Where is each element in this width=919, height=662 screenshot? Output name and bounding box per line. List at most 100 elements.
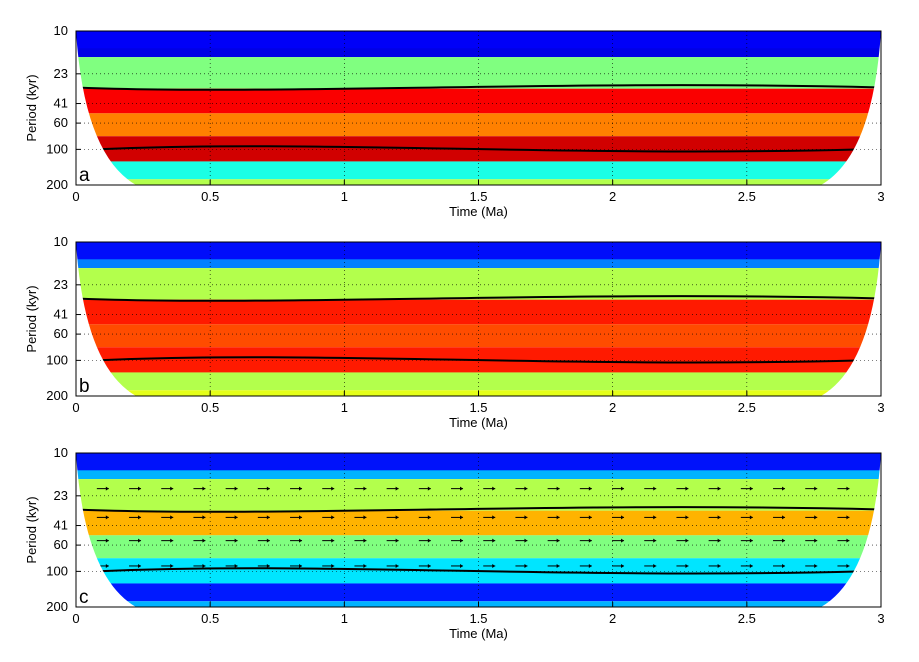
phase-arrow-head xyxy=(492,486,496,491)
phase-arrow-head xyxy=(363,515,367,520)
phase-arrow-head xyxy=(814,486,818,491)
phase-arrow-head xyxy=(170,486,174,491)
phase-arrow-head xyxy=(717,515,721,520)
phase-arrow-head xyxy=(299,486,303,491)
phase-arrow-head xyxy=(717,563,721,568)
phase-arrow-head xyxy=(266,538,270,543)
phase-arrow-head xyxy=(395,515,399,520)
phase-arrow-head xyxy=(749,486,753,491)
phase-arrow-head xyxy=(266,486,270,491)
phase-arrow-head xyxy=(331,515,335,520)
phase-arrow-head xyxy=(685,563,689,568)
cone-of-influence-left xyxy=(76,31,136,185)
phase-arrow-head xyxy=(363,486,367,491)
panel-b: 10 23 41 60 100 200 0 0.5 1 1.5 2 2.5 3 Time (Ma) Peri… xyxy=(24,234,885,430)
x-tick-label: 1.5 xyxy=(469,400,487,415)
x-tick-label: 1.5 xyxy=(469,611,487,626)
x-tick-label: 2.5 xyxy=(738,189,756,204)
phase-arrow-head xyxy=(782,538,786,543)
x-tick-label: 1 xyxy=(341,189,348,204)
panel-label: c xyxy=(79,587,89,608)
x-axis-title: Time (Ma) xyxy=(449,204,508,219)
phase-arrow-head xyxy=(492,515,496,520)
x-tick-label: 1 xyxy=(341,611,348,626)
phase-arrow-head xyxy=(363,538,367,543)
x-tick-label: 0 xyxy=(72,400,79,415)
phase-arrow-head xyxy=(492,538,496,543)
phase-arrow-head xyxy=(524,486,528,491)
phase-arrow-head xyxy=(299,515,303,520)
x-tick-label: 0.5 xyxy=(201,189,219,204)
y-tick-label: 200 xyxy=(46,388,68,403)
x-tick-label: 2 xyxy=(609,400,616,415)
phase-arrow-head xyxy=(331,486,335,491)
phase-arrow-head xyxy=(814,515,818,520)
cone-of-influence-left xyxy=(76,453,136,607)
panel-label: a xyxy=(79,165,90,186)
power-band xyxy=(76,535,881,559)
cone-of-influence-right xyxy=(821,242,881,396)
x-tick-label: 1 xyxy=(341,400,348,415)
phase-arrow-head xyxy=(299,538,303,543)
y-tick-label: 23 xyxy=(54,277,68,292)
phase-arrow-head xyxy=(427,538,431,543)
power-band xyxy=(76,113,881,137)
phase-arrow-head xyxy=(588,486,592,491)
phase-arrow-head xyxy=(588,515,592,520)
y-tick-label: 60 xyxy=(54,115,68,130)
phase-arrow-head xyxy=(717,538,721,543)
phase-arrow-head xyxy=(138,538,142,543)
y-axis-title: Period (kyr) xyxy=(24,74,39,141)
power-band xyxy=(76,88,881,114)
cone-of-influence-left xyxy=(76,242,136,396)
power-band xyxy=(76,510,881,536)
y-axis-title: Period (kyr) xyxy=(24,496,39,563)
phase-arrow-head xyxy=(460,538,464,543)
phase-arrow-head xyxy=(621,538,625,543)
phase-arrow-head xyxy=(846,538,850,543)
cone-of-influence-right xyxy=(821,453,881,607)
phase-arrow-head xyxy=(814,538,818,543)
phase-arrow-head xyxy=(749,515,753,520)
significance-contour xyxy=(95,145,862,153)
phase-arrow-head xyxy=(202,515,206,520)
phase-arrow-head xyxy=(331,538,335,543)
x-tick-label: 3 xyxy=(877,400,884,415)
phase-arrow-head xyxy=(524,515,528,520)
phase-arrow-head xyxy=(170,563,174,568)
phase-arrow-head xyxy=(621,563,625,568)
x-tick-label: 0 xyxy=(72,189,79,204)
phase-arrow-head xyxy=(814,563,818,568)
y-tick-label: 41 xyxy=(54,96,68,111)
phase-arrow-head xyxy=(588,538,592,543)
plot-frame xyxy=(75,241,882,397)
x-tick-label: 2.5 xyxy=(738,611,756,626)
x-tick-label: 1.5 xyxy=(469,189,487,204)
phase-arrow-head xyxy=(588,563,592,568)
y-tick-label: 100 xyxy=(46,352,68,367)
phase-arrow-head xyxy=(363,563,367,568)
x-tick-label: 0.5 xyxy=(201,611,219,626)
phase-arrow-head xyxy=(170,538,174,543)
phase-arrow-head xyxy=(653,563,657,568)
x-axis-title: Time (Ma) xyxy=(449,415,508,430)
y-tick-label: 10 xyxy=(54,23,68,38)
phase-arrow-head xyxy=(846,515,850,520)
panel-a: 10 23 41 60 100 200 0 0.5 1 1.5 2 2.5 3 Time (Ma) Peri… xyxy=(24,23,885,219)
power-band xyxy=(76,583,881,602)
phase-arrow-head xyxy=(749,563,753,568)
phase-arrow-head xyxy=(395,563,399,568)
phase-arrow-head xyxy=(653,538,657,543)
phase-arrow-head xyxy=(234,538,238,543)
phase-arrow-head xyxy=(556,538,560,543)
phase-arrow-head xyxy=(395,486,399,491)
significance-contour xyxy=(95,356,862,364)
y-tick-label: 200 xyxy=(46,599,68,614)
phase-arrow-head xyxy=(782,563,786,568)
cone-of-influence-right xyxy=(821,31,881,185)
y-tick-label: 23 xyxy=(54,66,68,81)
x-tick-label: 3 xyxy=(877,611,884,626)
phase-arrow-head xyxy=(782,515,786,520)
phase-arrow-head xyxy=(105,486,109,491)
